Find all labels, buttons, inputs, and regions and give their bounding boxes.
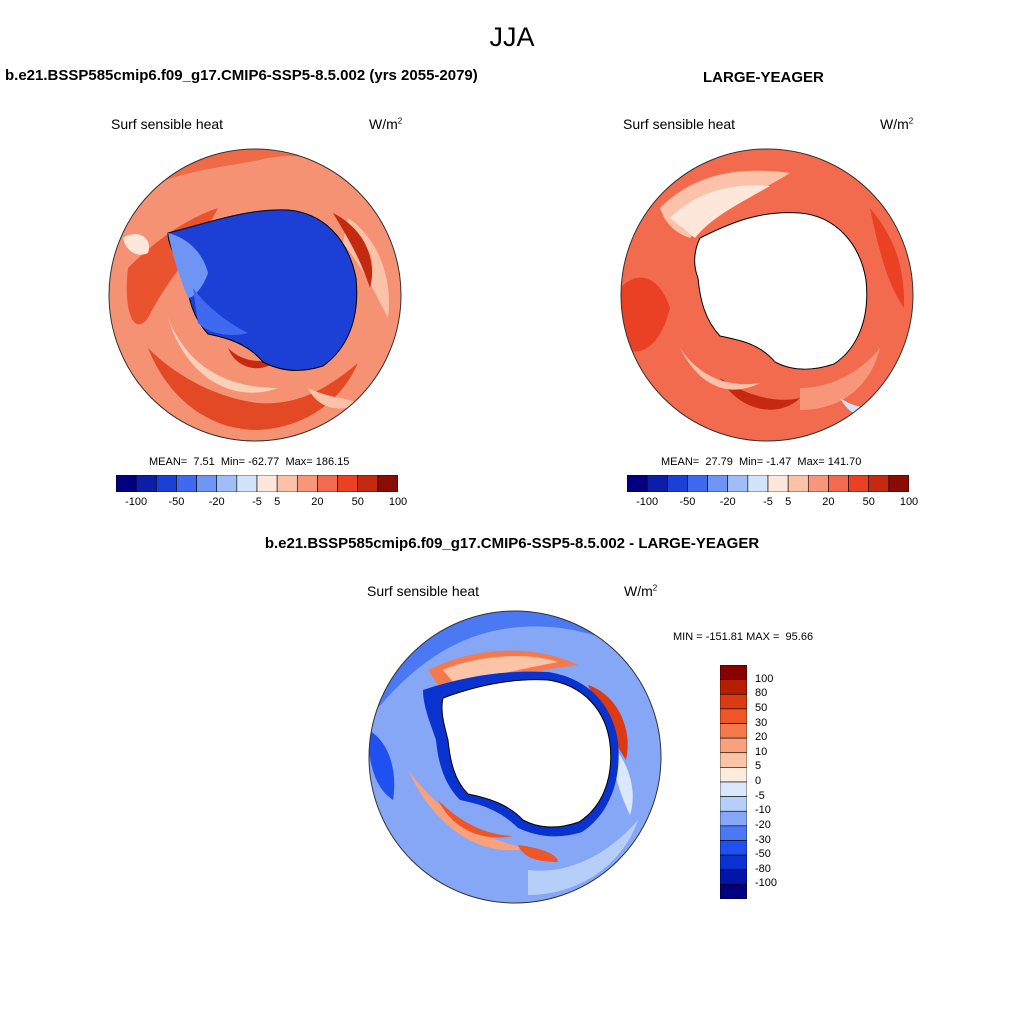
colorbar-bin [256, 475, 278, 492]
colorbar-tick-label: 0 [755, 775, 762, 787]
panel1-stats: MEAN= 7.51 Min= -62.77 Max= 186.15 [149, 456, 350, 468]
colorbar-tick-label: 30 [755, 716, 768, 729]
colorbar-tick-label: -100 [636, 496, 659, 508]
panel3-title: b.e21.BSSP585cmip6.f09_g17.CMIP6-SSP5-8.… [264, 535, 760, 552]
colorbar-tick-label: -5 [252, 496, 262, 508]
colorbar-tick-label: 20 [755, 731, 768, 744]
figure-title: JJA [489, 22, 535, 52]
panel2-stats: MEAN= 27.79 Min= -1.47 Max= 141.70 [661, 456, 862, 468]
colorbar-tick-label: -20 [719, 496, 736, 508]
colorbar-bin [720, 737, 747, 754]
colorbar-tick-label: 20 [311, 496, 324, 508]
colorbar-tick-label: 80 [755, 687, 768, 700]
colorbar-bin [687, 475, 708, 492]
panel1-title: b.e21.BSSP585cmip6.f09_g17.CMIP6-SSP5-8.… [5, 67, 478, 84]
panel3-units: W/m2 [624, 583, 658, 599]
panel2-variable-label: Surf sensible heat [623, 116, 736, 132]
panel3-polar-map [368, 610, 662, 904]
colorbar-tick-label: -30 [755, 833, 771, 846]
colorbar-bin [155, 475, 177, 492]
colorbar-bin [236, 475, 258, 492]
colorbar-bin [296, 475, 318, 492]
panel2-polar-map [620, 148, 914, 442]
colorbar-bin [720, 752, 747, 768]
colorbar-bin [807, 475, 829, 492]
colorbar-tick-label: 50 [755, 701, 768, 714]
colorbar-bin [720, 810, 747, 827]
colorbar-bin [357, 475, 379, 492]
colorbar-bin [888, 475, 909, 492]
colorbar-bin [276, 475, 298, 492]
colorbar-tick-label: -80 [755, 862, 771, 875]
colorbar-bin [317, 475, 338, 492]
panel2-title: LARGE-YEAGER [703, 69, 824, 86]
colorbar-bin [377, 475, 398, 492]
colorbar-bin [848, 475, 870, 492]
colorbar-tick-label: 5 [274, 496, 281, 508]
colorbar-bin [720, 854, 747, 871]
colorbar-bin [828, 475, 849, 492]
colorbar-bin [135, 475, 157, 492]
colorbar-bin [176, 475, 197, 492]
colorbar-tick-label: 50 [351, 496, 364, 508]
colorbar-tick-label: -20 [755, 818, 771, 831]
colorbar-tick-label: 20 [822, 496, 835, 508]
colorbar-bin [216, 475, 238, 492]
colorbar-bin [646, 475, 668, 492]
panel1-variable-label: Surf sensible heat [111, 116, 224, 132]
colorbar-bin [707, 475, 729, 492]
colorbar-bin [767, 475, 789, 492]
panel1-polar-map [108, 148, 402, 442]
colorbar-tick-label: 5 [755, 760, 762, 773]
colorbar-tick-label: -50 [168, 496, 185, 508]
colorbar-tick-label: 100 [388, 496, 408, 508]
colorbar-bin [727, 475, 749, 492]
colorbar-tick-label: -10 [755, 804, 771, 817]
panel1-colorbar [116, 475, 398, 492]
colorbar-tick-label: 10 [755, 745, 768, 758]
colorbar-bin [196, 475, 218, 492]
colorbar-tick-label: -5 [763, 496, 773, 508]
colorbar-tick-label: -100 [755, 877, 778, 890]
panel2-units: W/m2 [880, 116, 914, 132]
colorbar-bin [116, 475, 137, 492]
panel3-colorbar [720, 665, 747, 899]
colorbar-tick-label: 100 [899, 496, 919, 508]
colorbar-bin [720, 869, 747, 885]
colorbar-bin [337, 475, 359, 492]
colorbar-bin [666, 475, 688, 492]
colorbar-bin [720, 679, 747, 695]
colorbar-bin [868, 475, 890, 492]
colorbar-bin [747, 475, 769, 492]
panel2-colorbar [627, 475, 909, 492]
colorbar-tick-label: 100 [755, 672, 774, 685]
panel3-variable-label: Surf sensible heat [367, 583, 480, 599]
colorbar-bin [787, 475, 809, 492]
colorbar-bin [720, 723, 747, 739]
colorbar-bin [720, 767, 747, 783]
colorbar-tick-label: -5 [755, 789, 765, 802]
colorbar-bin [720, 708, 747, 724]
colorbar-tick-label: -50 [679, 496, 696, 508]
colorbar-bin [720, 825, 747, 841]
colorbar-bin [720, 781, 747, 797]
colorbar-bin [720, 693, 747, 710]
colorbar-tick-label: -20 [208, 496, 225, 508]
colorbar-bin [720, 665, 747, 680]
panel1-units: W/m2 [369, 116, 403, 132]
colorbar-bin [720, 796, 747, 812]
colorbar-bin [720, 840, 747, 856]
colorbar-tick-label: -50 [755, 848, 771, 861]
colorbar-bin [720, 884, 747, 899]
colorbar-tick-label: 50 [862, 496, 875, 508]
colorbar-tick-label: 5 [785, 496, 792, 508]
colorbar-bin [627, 475, 648, 492]
colorbar-tick-label: -100 [125, 496, 148, 508]
panel3-stats: MIN = -151.81 MAX = 95.66 [673, 631, 814, 643]
